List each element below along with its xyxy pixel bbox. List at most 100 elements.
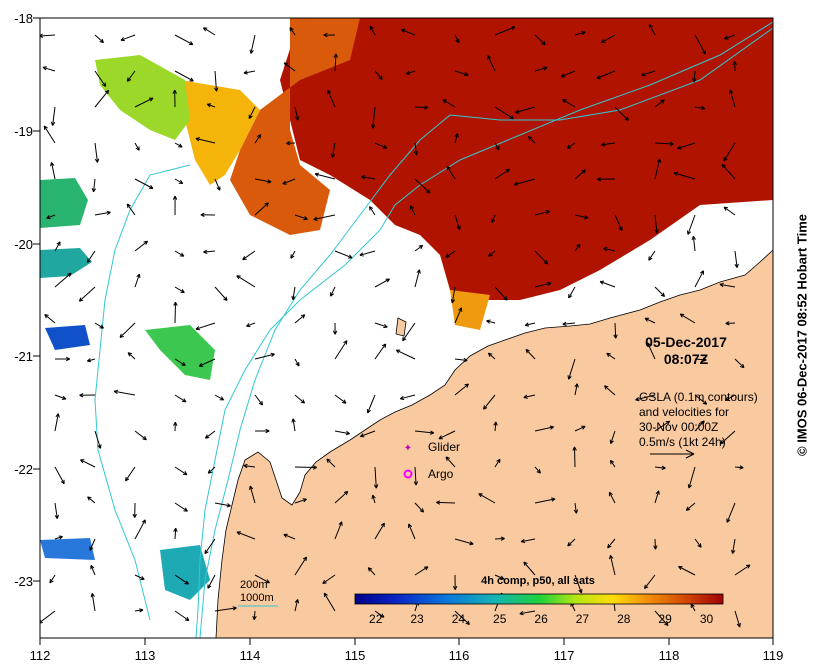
velocity-arrow	[729, 89, 736, 108]
velocity-arrow	[414, 105, 429, 110]
velocity-arrow	[174, 142, 183, 148]
colorbar-tick-label: 30	[700, 612, 714, 626]
argo-marker	[403, 469, 413, 479]
velocity-arrow	[534, 497, 556, 504]
velocity-arrow	[94, 430, 102, 449]
velocity-arrow	[493, 421, 498, 432]
velocity-arrow	[454, 538, 474, 546]
velocity-arrow	[126, 203, 136, 216]
velocity-arrow	[134, 142, 140, 151]
velocity-arrow	[255, 428, 270, 434]
velocity-arrow	[78, 286, 96, 302]
velocity-arrow	[609, 554, 616, 576]
velocity-arrow	[395, 349, 416, 360]
velocity-arrow	[574, 243, 581, 252]
velocity-arrow	[454, 307, 463, 324]
colorbar-tick-label: 23	[410, 612, 424, 626]
velocity-arrow	[214, 606, 237, 612]
velocity-arrow	[685, 502, 696, 511]
velocity-arrow	[567, 358, 576, 380]
velocity-arrow	[641, 70, 656, 77]
velocity-arrow	[294, 498, 307, 504]
velocity-arrow	[654, 465, 666, 470]
velocity-arrow	[369, 25, 376, 36]
velocity-arrow	[452, 574, 458, 591]
velocity-arrow	[90, 564, 96, 576]
y-tick-19: -19	[14, 124, 33, 139]
velocity-arrow	[494, 286, 508, 301]
velocity-arrow	[195, 322, 216, 331]
velocity-arrow	[494, 106, 514, 120]
velocity-arrow	[445, 456, 456, 468]
velocity-arrow	[50, 106, 56, 126]
velocity-arrow	[87, 496, 96, 504]
velocity-arrow	[214, 286, 228, 301]
velocity-arrow	[361, 175, 376, 180]
velocity-arrow	[246, 322, 256, 328]
velocity-arrow	[294, 599, 300, 612]
velocity-arrow	[399, 394, 416, 401]
velocity-arrow	[214, 394, 225, 401]
velocity-arrow	[214, 502, 231, 508]
velocity-arrow	[654, 610, 669, 626]
velocity-arrow	[673, 171, 696, 180]
velocity-arrow	[54, 394, 67, 400]
velocity-arrow	[687, 466, 696, 489]
velocity-arrow	[134, 178, 154, 189]
velocity-arrow	[323, 592, 336, 612]
velocity-arrow	[294, 358, 300, 367]
velocity-arrow	[248, 106, 256, 119]
velocity-arrow	[334, 340, 348, 360]
velocity-arrow	[333, 53, 338, 72]
velocity-arrow	[173, 301, 178, 324]
velocity-arrow	[294, 314, 306, 324]
velocity-arrow	[254, 574, 270, 584]
velocity-arrow	[494, 536, 505, 541]
velocity-arrow	[694, 394, 708, 405]
velocity-arrow	[174, 574, 189, 585]
velocity-arrow	[520, 538, 536, 544]
velocity-arrow	[54, 466, 65, 485]
velocity-arrow	[723, 142, 736, 162]
velocity-arrow	[599, 280, 616, 288]
velocity-arrow	[648, 24, 656, 36]
velocity-arrow	[734, 250, 739, 268]
velocity-arrow	[134, 273, 141, 288]
velocity-arrow	[413, 466, 419, 486]
velocity-arrow	[654, 420, 671, 432]
velocity-arrow	[207, 466, 216, 474]
velocity-arrow	[113, 389, 136, 396]
velocity-arrow	[374, 343, 387, 360]
velocity-arrow	[90, 593, 96, 612]
velocity-arrow	[206, 103, 216, 108]
velocity-arrow	[560, 70, 576, 78]
velocity-arrow	[134, 519, 146, 540]
velocity-arrow	[677, 142, 696, 150]
velocity-arrow	[334, 430, 350, 436]
velocity-arrow	[314, 172, 336, 180]
velocity-arrow	[43, 125, 56, 144]
velocity-arrow	[42, 66, 56, 72]
velocity-arrow	[409, 205, 416, 216]
x-tick-112: 112	[30, 648, 51, 663]
velocity-arrow	[54, 413, 60, 432]
velocity-arrow	[214, 70, 219, 92]
velocity-arrow	[694, 34, 706, 55]
velocity-arrow	[195, 137, 216, 144]
velocity-arrow	[654, 141, 674, 146]
velocity-arrow	[654, 99, 665, 108]
velocity-note-line3: 30-Nov 00:00Z	[639, 420, 718, 434]
sst-yellow-patch	[180, 80, 260, 185]
contour-200m	[195, 21, 773, 638]
velocity-arrow	[494, 142, 500, 151]
velocity-arrow	[601, 142, 616, 147]
velocity-arrow	[374, 610, 385, 618]
velocity-arrow	[374, 522, 385, 540]
depth-legend-200m: 200m	[240, 579, 268, 591]
velocity-arrow	[454, 70, 469, 77]
velocity-arrow	[120, 34, 136, 42]
velocity-arrow	[242, 250, 256, 261]
velocity-arrow	[283, 62, 296, 72]
colorbar-tick-label: 26	[534, 612, 548, 626]
velocity-arrow	[613, 322, 618, 339]
